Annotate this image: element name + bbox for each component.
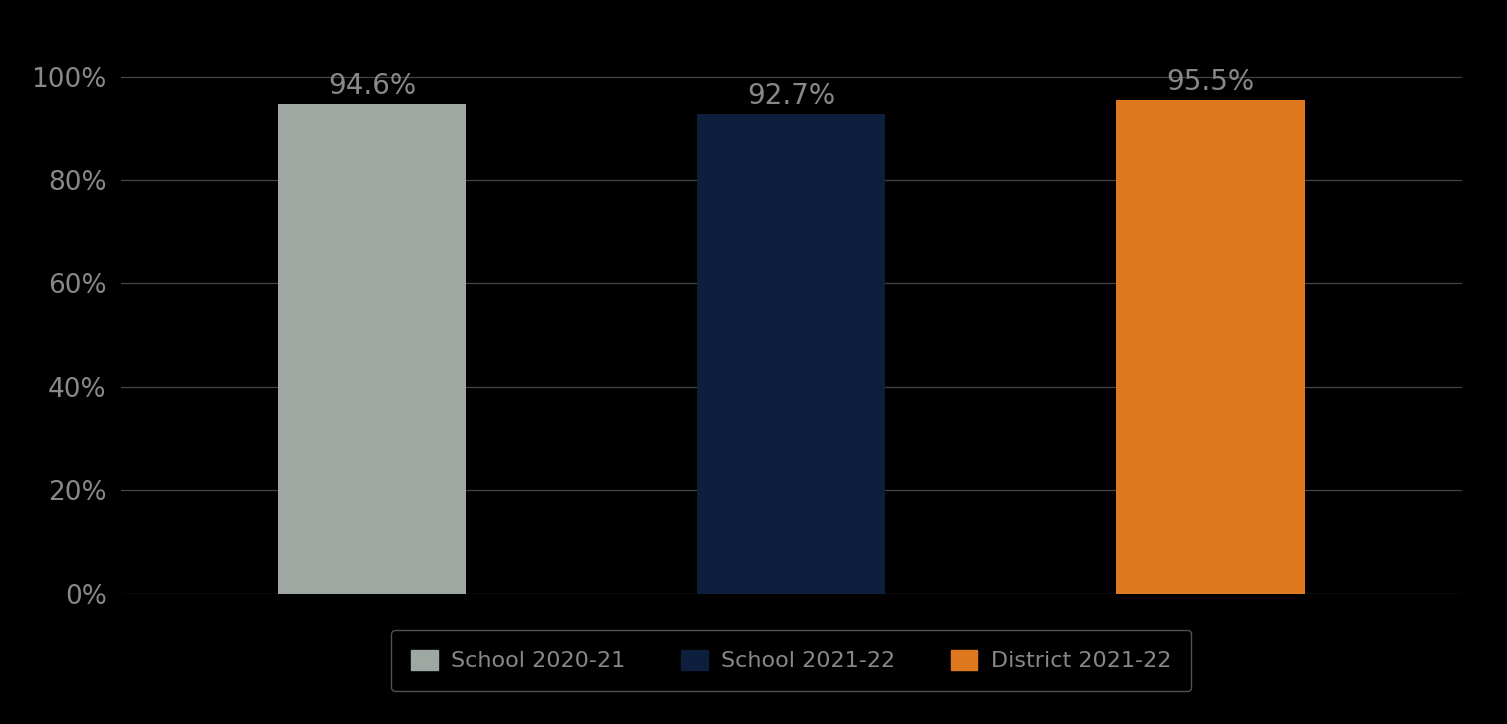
Text: 92.7%: 92.7% [747, 82, 835, 110]
Text: 94.6%: 94.6% [329, 72, 416, 101]
Bar [1117, 100, 1305, 594]
Text: 95.5%: 95.5% [1166, 67, 1254, 96]
Bar [696, 114, 886, 594]
Legend: School 2020-21, School 2021-22, District 2021-22: School 2020-21, School 2021-22, District… [392, 630, 1191, 691]
Bar [277, 104, 466, 594]
